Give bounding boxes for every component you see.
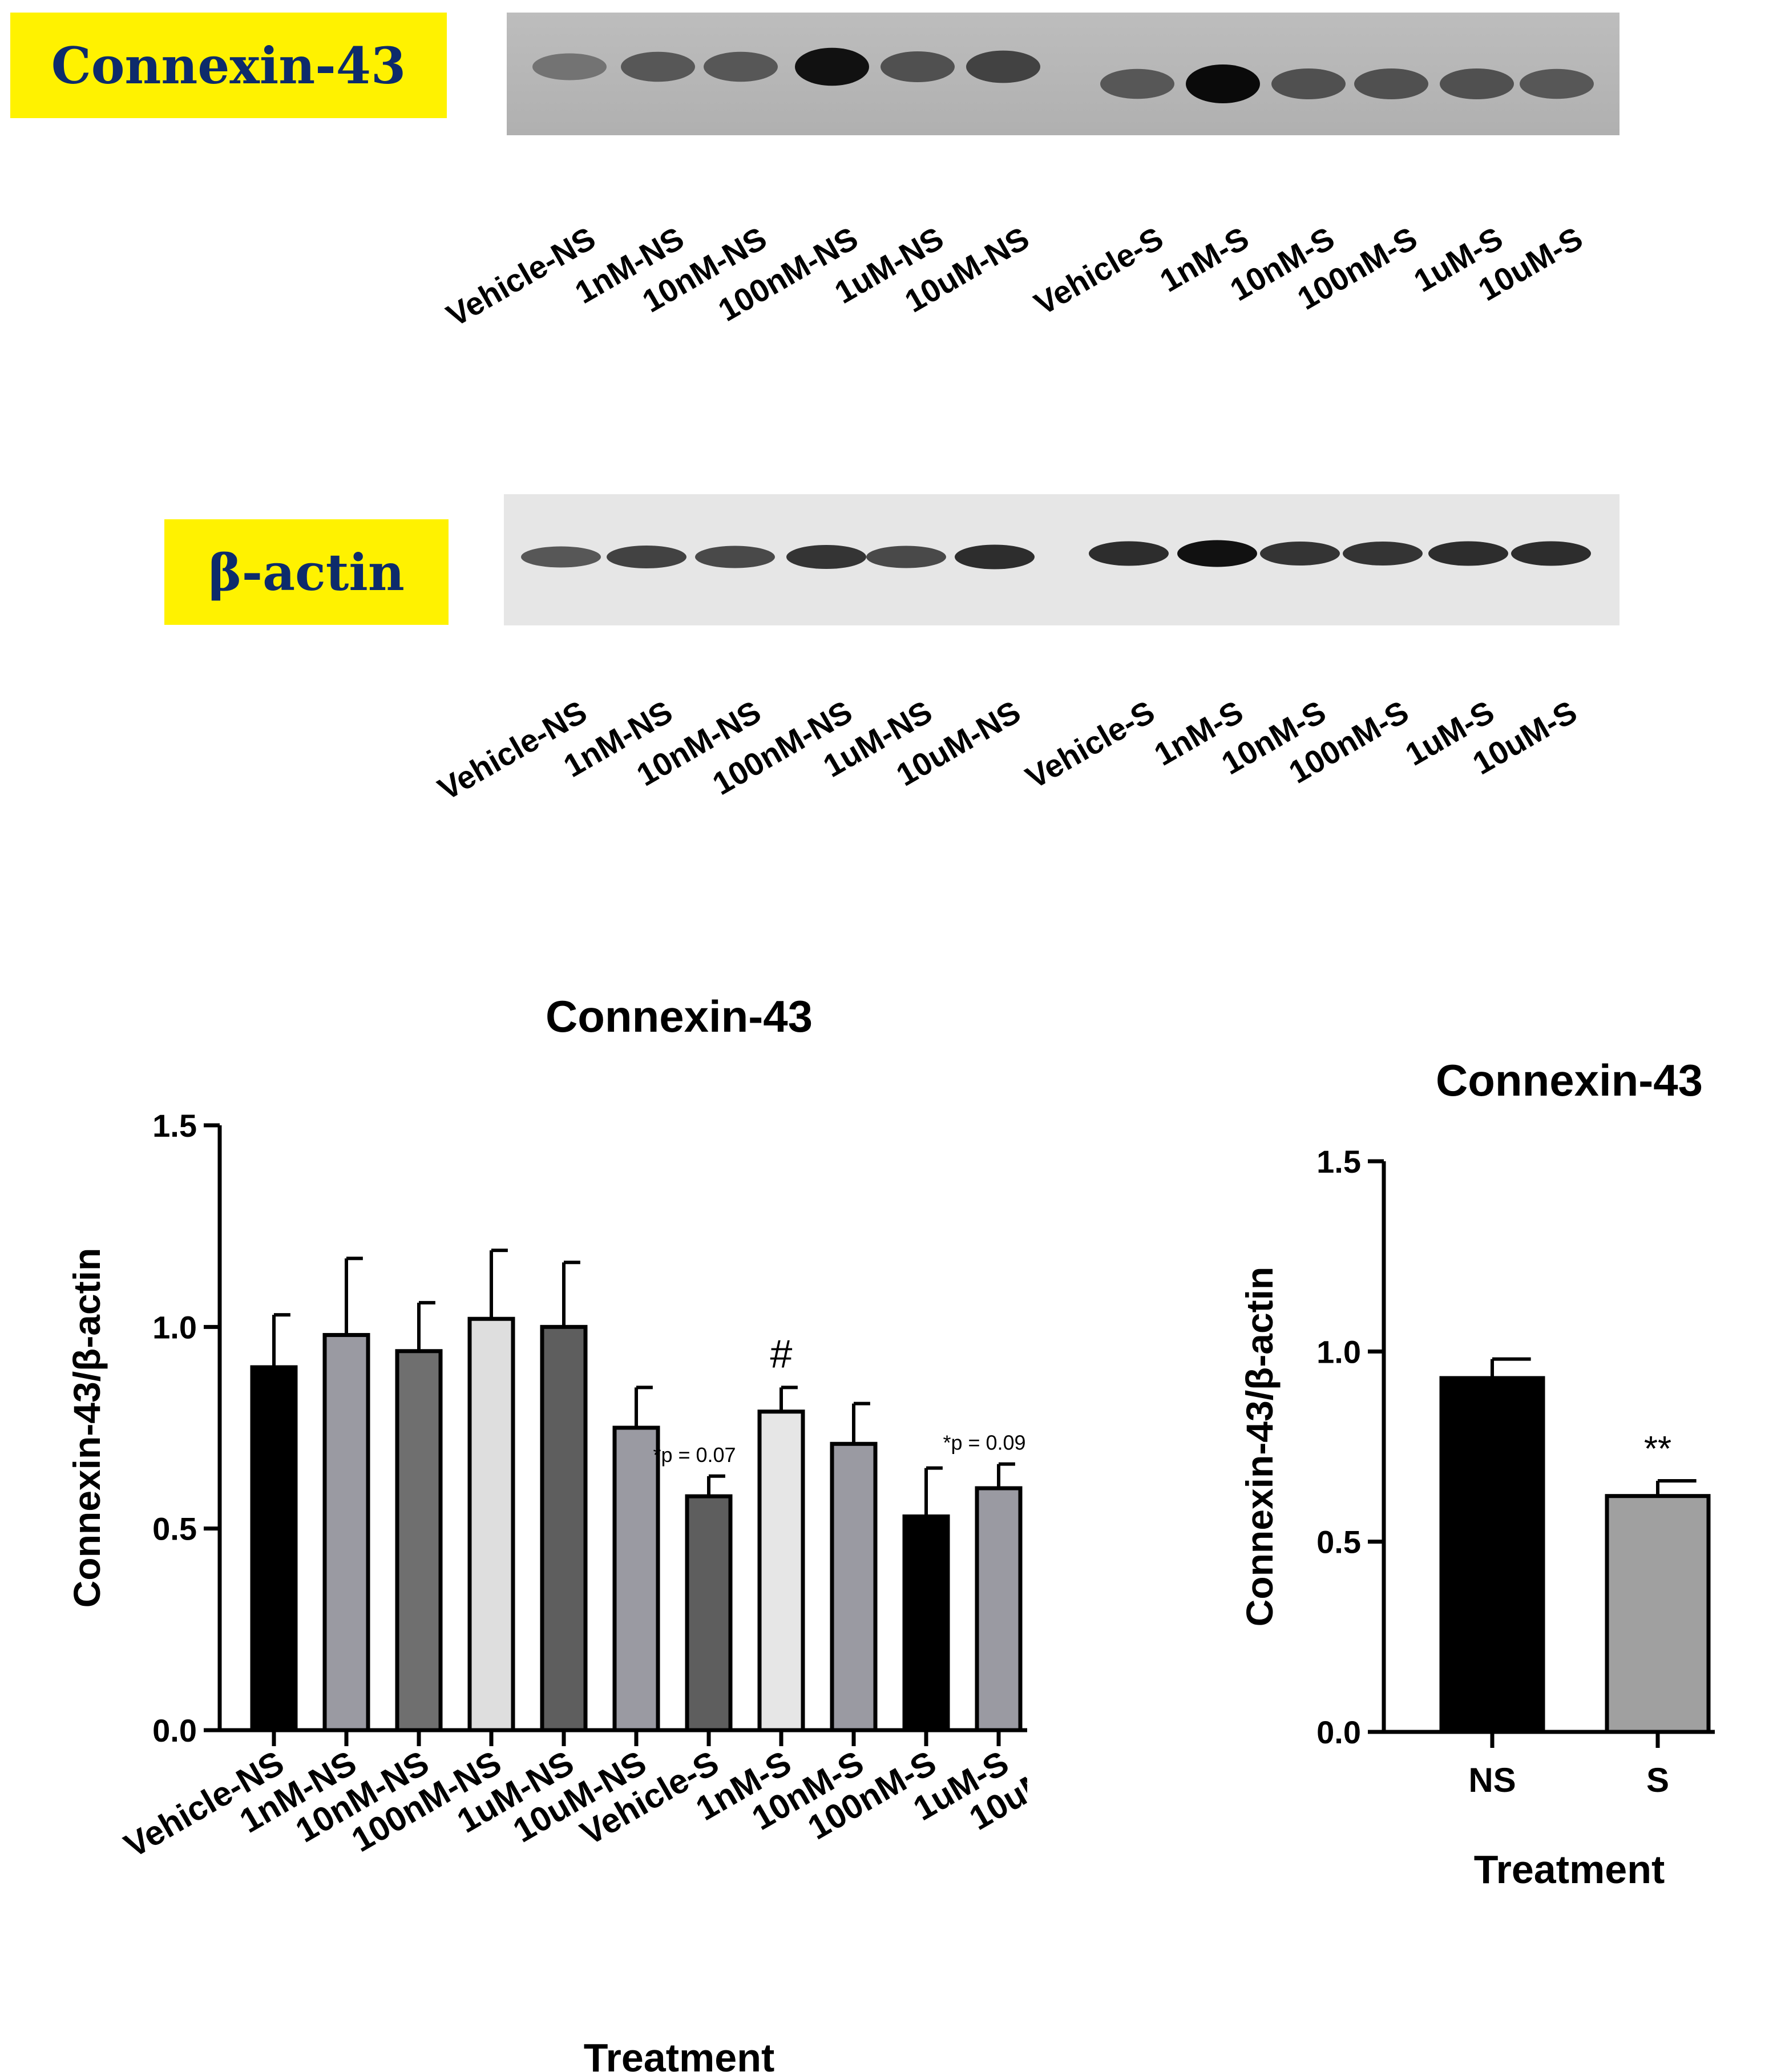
connexin-band <box>795 47 869 86</box>
actin-blot-image <box>504 494 1620 625</box>
actin-band <box>1343 542 1423 566</box>
bar <box>830 1441 878 1732</box>
y-axis-label: Connexin-43/β-actin <box>1238 1267 1281 1627</box>
actin-blot-label: β-actin <box>164 519 449 625</box>
connexin-band <box>1100 68 1174 99</box>
bar <box>612 1425 660 1732</box>
x-axis-label: Treatment <box>584 2035 775 2072</box>
annotation: *p = 0.07 <box>653 1443 736 1467</box>
actin-band <box>1089 541 1169 566</box>
connexin-band <box>1271 68 1346 99</box>
bar <box>902 1514 950 1732</box>
actin-band <box>1260 542 1340 566</box>
actin-band <box>955 544 1035 570</box>
connexin-band <box>704 51 778 82</box>
bar <box>685 1494 733 1732</box>
connexin-band <box>1354 68 1428 99</box>
connexin-band <box>966 50 1040 83</box>
connexin-band <box>1186 64 1260 103</box>
connexin-bar-chart: Connexin-43 0.0 0.5 1.0 1.5 Connexin-43/β-act… <box>66 991 1027 2072</box>
chart-title: Connexin-43 <box>546 991 813 1041</box>
x-tick-label: S <box>1646 1761 1669 1799</box>
actin-band <box>607 546 686 568</box>
y-tick-label: 0.5 <box>152 1511 197 1547</box>
annotation: ** <box>1644 1429 1671 1469</box>
y-tick-label: 0.5 <box>1316 1524 1361 1560</box>
connexin-band <box>881 51 955 82</box>
connexin-band <box>532 53 607 80</box>
bar <box>322 1332 370 1732</box>
annotation: # <box>770 1331 793 1376</box>
bar <box>395 1349 443 1732</box>
bar <box>1605 1494 1711 1734</box>
actin-band <box>866 546 946 568</box>
y-tick-label: 1.0 <box>1316 1334 1361 1370</box>
actin-band <box>1177 540 1257 567</box>
bar <box>975 1486 1023 1732</box>
y-tick-label: 0.0 <box>152 1712 197 1748</box>
bar <box>467 1316 515 1732</box>
actin-band <box>786 545 866 569</box>
y-tick-label: 0.0 <box>1316 1714 1361 1750</box>
connexin-summary-bar-chart: Connexin-43 0.0 0.5 1.0 1.5 Connexin-43/β-act… <box>1238 1055 1715 1892</box>
connexin-band <box>1520 68 1594 99</box>
connexin-blot-label: Connexin-43 <box>10 13 447 118</box>
connexin-band <box>621 51 695 82</box>
bar <box>540 1324 588 1732</box>
annotation: *p = 0.09 <box>943 1431 1025 1455</box>
connexin-blot-image <box>507 13 1620 135</box>
actin-band <box>1428 541 1508 566</box>
y-axis-label: Connexin-43/β-actin <box>66 1248 108 1608</box>
chart-title: Connexin-43 <box>1436 1055 1703 1105</box>
actin-band <box>695 546 775 568</box>
bar <box>250 1365 298 1732</box>
actin-band <box>1511 541 1591 566</box>
x-tick-label: NS <box>1468 1761 1516 1799</box>
y-tick-label: 1.5 <box>1316 1144 1361 1180</box>
bar <box>757 1409 805 1732</box>
actin-band <box>521 546 601 568</box>
x-axis-label: Treatment <box>1474 1847 1665 1892</box>
y-tick-label: 1.0 <box>152 1309 197 1345</box>
bar <box>1439 1376 1545 1734</box>
connexin-band <box>1440 68 1514 99</box>
y-tick-label: 1.5 <box>152 1108 197 1144</box>
